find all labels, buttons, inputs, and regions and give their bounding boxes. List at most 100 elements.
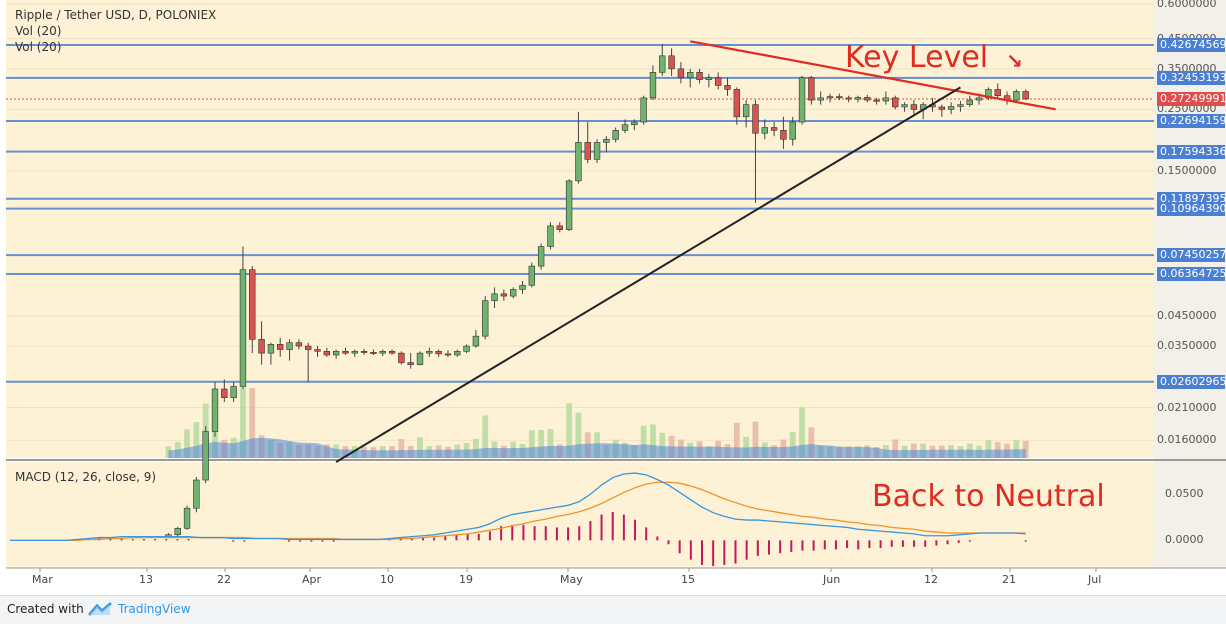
macd-indicator-label[interactable]: MACD (12, 26, close, 9) xyxy=(15,470,157,484)
time-tick-label: 12 xyxy=(924,573,938,586)
volume-bar xyxy=(1013,439,1020,458)
candle-body xyxy=(482,300,489,337)
level-price-badge: 0.17594336 xyxy=(1157,144,1226,159)
candle-body xyxy=(687,72,694,79)
candle-body xyxy=(351,351,358,354)
candle-body xyxy=(370,352,377,354)
candle-body xyxy=(547,225,554,247)
candle-body xyxy=(500,293,508,297)
candle-body xyxy=(323,351,331,356)
candle-body xyxy=(575,142,582,182)
candle-body xyxy=(183,507,191,529)
candle-body xyxy=(817,97,824,101)
candle-body xyxy=(705,77,713,80)
candle-body xyxy=(742,104,750,118)
footer: Created with TradingView xyxy=(0,595,1226,624)
candle-body xyxy=(472,335,480,347)
volume-bar xyxy=(799,407,805,458)
candle-body xyxy=(202,431,209,481)
candle-body xyxy=(239,269,247,387)
macd-line xyxy=(10,472,1026,541)
candle-body xyxy=(975,97,983,101)
candle-body xyxy=(435,351,442,355)
candle-body xyxy=(593,142,601,160)
volume-bar xyxy=(566,403,572,458)
candle-body xyxy=(398,352,405,363)
candle-body xyxy=(864,97,871,101)
candle-body xyxy=(659,55,666,73)
candle-body xyxy=(267,344,275,354)
candle-body xyxy=(211,388,219,432)
tradingview-link[interactable]: TradingView xyxy=(118,602,191,616)
candle-body xyxy=(193,479,200,509)
time-tick-label: 15 xyxy=(681,573,695,586)
candle-body xyxy=(761,127,768,134)
level-price-badge: 0.42674569 xyxy=(1157,37,1226,52)
candle-body xyxy=(537,246,545,267)
candle-body xyxy=(388,351,396,354)
volume-indicator-label-2[interactable]: Vol (20) xyxy=(15,40,62,54)
trend-layer xyxy=(335,40,1056,463)
candle-body xyxy=(509,289,517,297)
volume-bar xyxy=(659,432,666,458)
candle-body xyxy=(416,352,424,365)
candle-body xyxy=(892,97,899,108)
candle-body xyxy=(407,362,414,365)
current-price-badge: 0.27249991 xyxy=(1157,91,1226,106)
volume-bar xyxy=(575,412,582,458)
candle-body xyxy=(286,342,293,350)
price-tick-label: 0.0160000 xyxy=(1157,433,1217,447)
macd-tick-label: 0.0500 xyxy=(1165,487,1204,501)
volume-bar xyxy=(538,429,545,458)
candle-body xyxy=(901,104,908,108)
candle-body xyxy=(249,269,256,340)
symbol-title[interactable]: Ripple / Tether USD, D, POLONIEX xyxy=(15,8,217,22)
price-tick-label: 0.1500000 xyxy=(1157,163,1217,177)
volume-indicator-label[interactable]: Vol (20) xyxy=(15,24,62,38)
arrow-down-right-icon: ↘ xyxy=(1006,49,1023,73)
candle-body xyxy=(957,104,964,107)
candle-layer xyxy=(165,44,1029,539)
volume-ma-area xyxy=(168,437,1026,458)
candle-body xyxy=(808,77,815,101)
price-tick-label: 0.0210000 xyxy=(1157,400,1217,414)
candle-body xyxy=(640,97,647,123)
volume-bar xyxy=(650,424,656,458)
level-price-badge: 0.22694159 xyxy=(1157,113,1226,128)
volume-bar xyxy=(547,428,554,458)
candle-body xyxy=(1022,91,1029,100)
time-tick-label: 13 xyxy=(139,573,153,586)
volume-bar xyxy=(752,421,759,458)
tradingview-logo-icon[interactable] xyxy=(88,601,114,617)
candle-body xyxy=(603,138,610,143)
candle-body xyxy=(873,99,880,102)
candle-body xyxy=(789,121,796,140)
candle-body xyxy=(910,104,918,110)
candle-body xyxy=(826,96,834,99)
volume-bar xyxy=(892,439,899,458)
candle-body xyxy=(221,388,228,398)
candle-body xyxy=(230,386,237,398)
candle-body xyxy=(584,142,591,160)
candle-body xyxy=(770,127,778,131)
level-price-badge: 0.06364725 xyxy=(1157,267,1226,282)
volume-bar xyxy=(184,429,190,458)
candle-body xyxy=(947,106,955,110)
price-tick-label: 0.0350000 xyxy=(1157,339,1217,353)
macd-pane-background xyxy=(6,462,1154,568)
time-tick-label: 10 xyxy=(380,573,394,586)
candle-body xyxy=(565,180,573,230)
candle-body xyxy=(277,344,284,350)
candle-body xyxy=(677,68,685,79)
volume-bar xyxy=(193,422,200,458)
candle-body xyxy=(836,96,843,99)
candle-body xyxy=(882,97,890,102)
volume-bar xyxy=(733,422,740,458)
candle-body xyxy=(854,97,862,100)
candle-body xyxy=(938,106,946,110)
candle-body xyxy=(668,55,675,70)
candle-body xyxy=(1013,91,1020,101)
time-tick-label: Jun xyxy=(823,573,841,586)
candle-body xyxy=(454,351,461,356)
